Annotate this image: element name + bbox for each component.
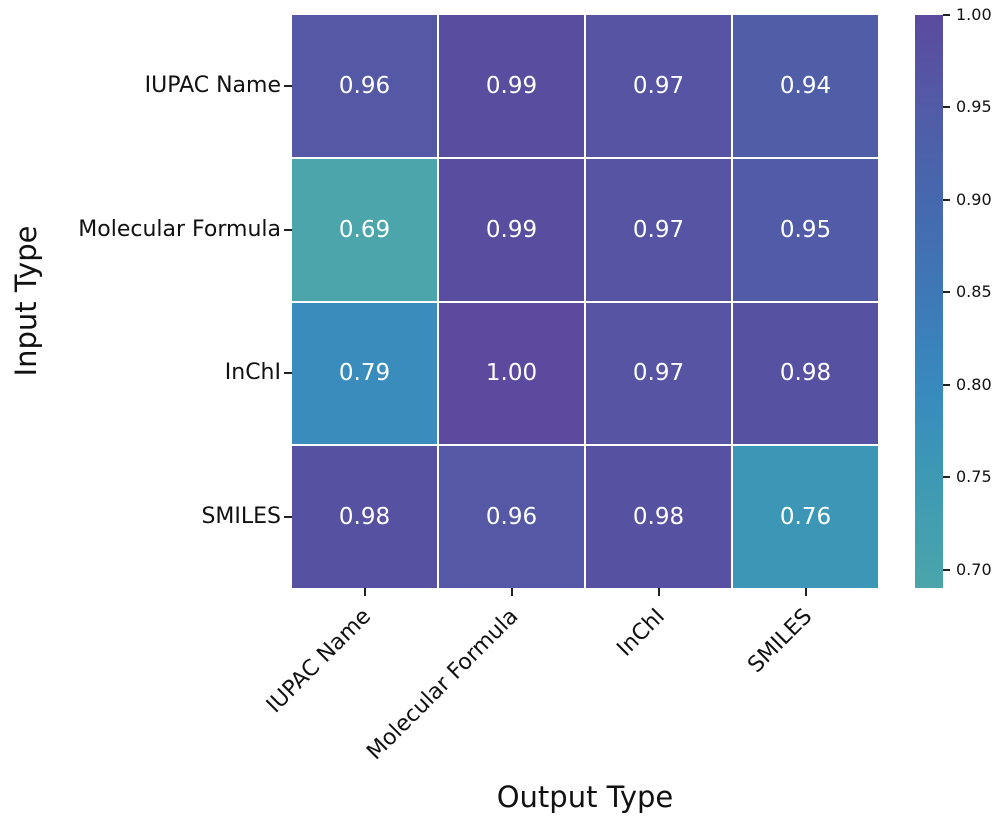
x-tick-label: Molecular Formula xyxy=(362,604,524,766)
y-tick-label: IUPAC Name xyxy=(144,72,281,98)
heatmap-grid: 0.96 0.99 0.97 0.94 0.69 0.99 0.97 0.95 0.79 1.00… xyxy=(292,15,878,588)
heatmap-cell: 0.76 xyxy=(733,446,878,588)
cell-value: 0.79 xyxy=(338,360,391,387)
heatmap-cell: 0.97 xyxy=(586,302,731,445)
heatmap-cell: 0.69 xyxy=(292,158,437,301)
heatmap-cell: 0.98 xyxy=(586,446,731,588)
cell-value: 0.96 xyxy=(338,72,391,99)
x-tick-mark xyxy=(363,588,366,596)
cell-value: 0.99 xyxy=(485,72,538,99)
heatmap-cell: 1.00 xyxy=(439,302,584,445)
cell-value: 0.97 xyxy=(632,360,685,387)
heatmap-cell: 0.99 xyxy=(439,15,584,157)
cell-value: 0.69 xyxy=(338,216,391,243)
colorbar-tick-mark xyxy=(943,383,950,386)
colorbar-tick-mark xyxy=(943,476,950,479)
y-tick-mark xyxy=(284,228,292,231)
colorbar-tick-mark xyxy=(943,198,950,201)
colorbar-tick-mark xyxy=(943,106,950,109)
cell-value: 0.99 xyxy=(485,216,538,243)
x-tick-mark xyxy=(804,588,807,596)
colorbar-tick-mark xyxy=(943,291,950,294)
colorbar-tick-label: 0.85 xyxy=(956,282,992,302)
cell-value: 0.97 xyxy=(632,72,685,99)
cell-value: 0.76 xyxy=(779,504,832,531)
heatmap-cell: 0.96 xyxy=(439,446,584,588)
colorbar-tick-label: 0.75 xyxy=(956,467,992,487)
colorbar-tick-mark xyxy=(943,14,950,16)
heatmap-cell: 0.98 xyxy=(292,446,437,588)
heatmap-cell: 0.95 xyxy=(733,158,878,301)
heatmap-cell: 0.94 xyxy=(733,15,878,157)
cell-value: 0.98 xyxy=(779,360,832,387)
colorbar-tick-label: 0.80 xyxy=(956,374,992,394)
heatmap-cell: 0.99 xyxy=(439,158,584,301)
y-tick-mark xyxy=(284,84,292,87)
colorbar-tick-label: 0.95 xyxy=(956,97,992,117)
y-tick-mark xyxy=(284,516,292,519)
cell-value: 0.97 xyxy=(632,216,685,243)
y-tick-label: Molecular Formula xyxy=(78,216,281,242)
x-tick-label: IUPAC Name xyxy=(262,604,377,719)
heatmap-cell: 0.96 xyxy=(292,15,437,157)
heatmap-cell: 0.98 xyxy=(733,302,878,445)
heatmap-cell: 0.97 xyxy=(586,158,731,301)
colorbar xyxy=(915,15,943,588)
colorbar-tick-label: 0.70 xyxy=(956,559,992,579)
cell-value: 0.95 xyxy=(779,216,832,243)
x-tick-mark xyxy=(510,588,513,596)
x-tick-label: InChI xyxy=(612,604,671,662)
cell-value: 0.98 xyxy=(338,504,391,531)
x-tick-mark xyxy=(657,588,660,596)
y-tick-label: InChI xyxy=(224,360,281,386)
colorbar-tick-label: 1.00 xyxy=(956,5,992,24)
x-tick-label: SMILES xyxy=(743,604,818,678)
heatmap-cell: 0.97 xyxy=(586,15,731,157)
y-axis-label: Input Type xyxy=(9,225,43,377)
cell-value: 0.96 xyxy=(485,504,538,531)
y-tick-label: SMILES xyxy=(201,504,281,530)
cell-value: 0.98 xyxy=(632,504,685,531)
colorbar-tick-mark xyxy=(943,568,950,571)
colorbar-tick-label: 0.90 xyxy=(956,189,992,209)
cell-value: 1.00 xyxy=(485,360,538,387)
heatmap-cell: 0.79 xyxy=(292,302,437,445)
x-axis-label: Output Type xyxy=(496,780,674,814)
cell-value: 0.94 xyxy=(779,72,832,99)
y-tick-mark xyxy=(284,372,292,375)
